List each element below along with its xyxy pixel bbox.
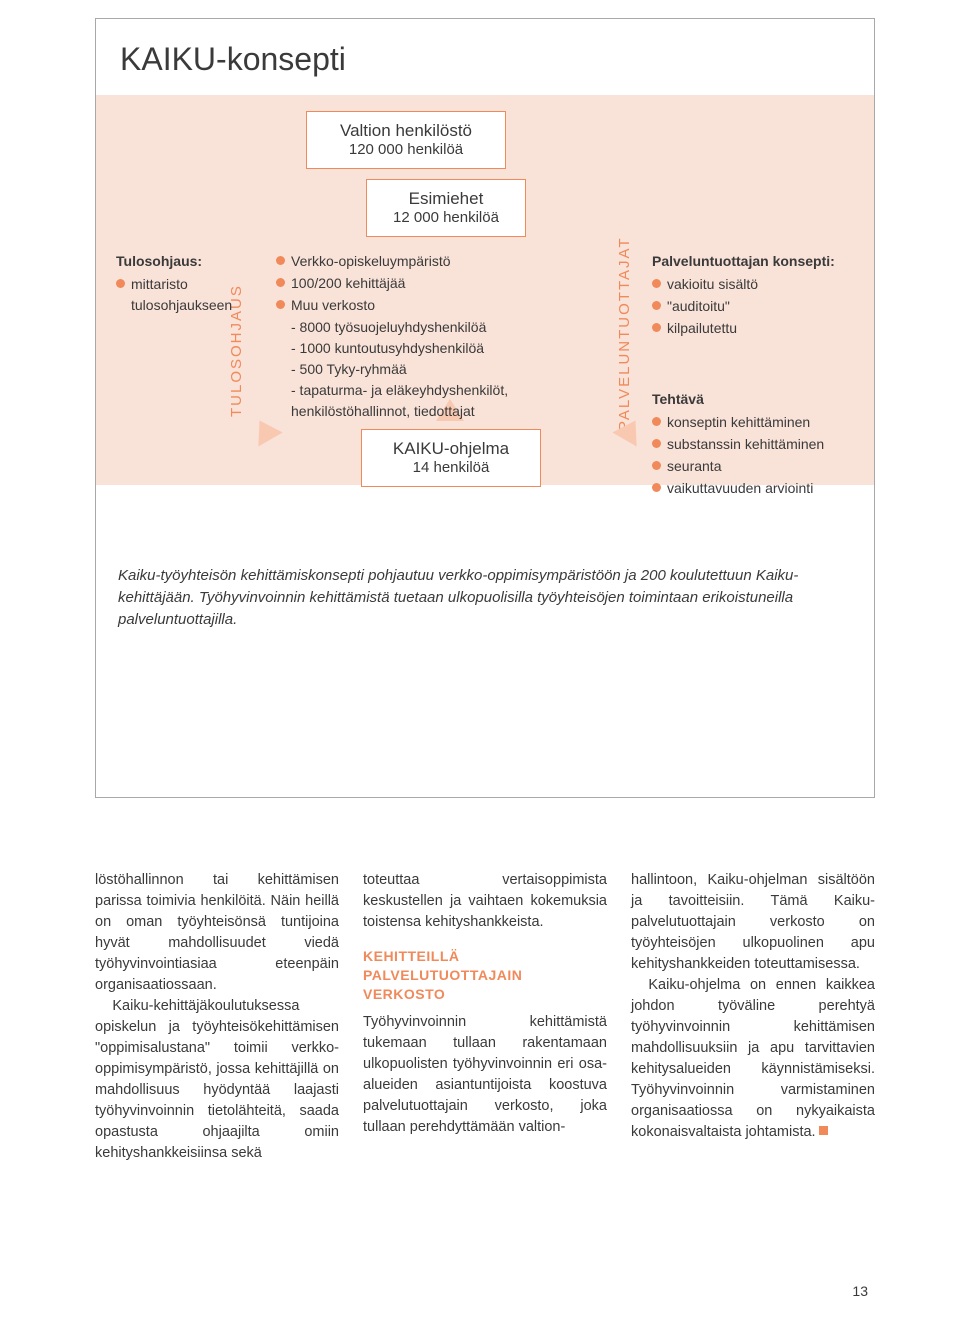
list-item: 100/200 kehittäjää <box>276 273 596 294</box>
list-item: Muu verkosto <box>276 295 596 316</box>
page-number: 13 <box>852 1283 868 1299</box>
column-tulosohjaus: Tulosohjaus: mittaristo tulosohjaukseen <box>116 251 228 317</box>
article-column-2: toteuttaa vertaisoppimista keskustellen … <box>363 870 607 1164</box>
list-item-label: Verkko-opiskeluympäristö <box>291 251 451 272</box>
column-heading: Tehtävä <box>652 389 864 410</box>
list-item-label: vaikuttavuuden arviointi <box>667 478 813 499</box>
column-heading: Palveluntuottajan konsepti: <box>652 251 857 272</box>
bullet-icon <box>116 279 125 288</box>
list-item-label: kilpailutettu <box>667 318 737 339</box>
bullet-icon <box>652 483 661 492</box>
list-item: vaikuttavuuden arviointi <box>652 478 864 499</box>
diagram-frame: KAIKU-konsepti Valtion henkilöstö 120 00… <box>95 18 875 798</box>
paragraph: hallintoon, Kaiku-ohjelman sisältöön ja … <box>631 870 875 975</box>
article-body: löstöhallinnon tai kehittämisen parissa … <box>95 870 875 1164</box>
box-subtitle: 12 000 henkilöä <box>373 209 519 228</box>
list-item: substanssin kehittäminen <box>652 434 864 455</box>
bullet-icon <box>652 439 661 448</box>
sub-item: - 8000 työsuojeluyhdyshenkilöä <box>276 317 596 338</box>
bullet-icon <box>652 323 661 332</box>
bullet-icon <box>652 279 661 288</box>
list-item-label: 100/200 kehittäjää <box>291 273 405 294</box>
paragraph-text: Kaiku-ohjelma on ennen kaikkea johdon ty… <box>631 977 875 1140</box>
diagram-title: KAIKU-konsepti <box>96 19 874 78</box>
list-item: seuranta <box>652 456 864 477</box>
bullet-icon <box>652 301 661 310</box>
box-title: Esimiehet <box>373 188 519 209</box>
bullet-icon <box>652 417 661 426</box>
list-item: konseptin kehittäminen <box>652 412 864 433</box>
paragraph: löstöhallinnon tai kehittämisen parissa … <box>95 870 339 996</box>
paragraph: toteuttaa vertaisoppimista keskustellen … <box>363 870 607 933</box>
end-marker-icon <box>819 1126 828 1135</box>
list-item-label: mittaristo tulosohjaukseen <box>131 274 232 316</box>
bullet-icon <box>276 278 285 287</box>
box-valtion-henkilosto: Valtion henkilöstö 120 000 henkilöä <box>306 111 506 169</box>
article-column-1: löstöhallinnon tai kehittämisen parissa … <box>95 870 339 1164</box>
paragraph: Työhyvinvoinnin kehittämistä tukemaan tu… <box>363 1012 607 1138</box>
column-heading: Tulosohjaus: <box>116 251 228 272</box>
section-heading: KEHITTEILLÄ PALVELUTUOTTAJAIN VERKOSTO <box>363 947 607 1004</box>
column-palveluntuottajan-konsepti: Palveluntuottajan konsepti: vakioitu sis… <box>652 251 857 340</box>
list-item: vakioitu sisältö <box>652 274 857 295</box>
list-item: kilpailutettu <box>652 318 857 339</box>
vertical-label-palveluntuottajat: PALVELUNTUOTTAJAT <box>616 251 633 431</box>
column-tehtava: Tehtävä konseptin kehittäminen substanss… <box>652 389 864 500</box>
list-item: Verkko-opiskeluympäristö <box>276 251 596 272</box>
box-subtitle: 14 henkilöä <box>368 459 534 478</box>
paragraph: Kaiku-kehittäjäkoulutuksessa opiskelun j… <box>95 996 339 1164</box>
box-kaiku-ohjelma: KAIKU-ohjelma 14 henkilöä <box>361 429 541 487</box>
box-esimiehet: Esimiehet 12 000 henkilöä <box>366 179 526 237</box>
list-item-label: Muu verkosto <box>291 295 375 316</box>
paragraph: Kaiku-ohjelma on ennen kaikkea johdon ty… <box>631 975 875 1143</box>
sub-item: - tapaturma- ja eläkeyhdyshenkilöt, henk… <box>276 380 596 422</box>
list-item-label: vakioitu sisältö <box>667 274 758 295</box>
bullet-icon <box>276 256 285 265</box>
list-item-label: "auditoitu" <box>667 296 730 317</box>
column-verkosto: Verkko-opiskeluympäristö 100/200 kehittä… <box>276 251 596 422</box>
list-item: "auditoitu" <box>652 296 857 317</box>
bullet-icon <box>276 300 285 309</box>
sub-item: - 500 Tyky-ryhmää <box>276 359 596 380</box>
diagram-caption: Kaiku-työyhteisön kehittämiskonsepti poh… <box>118 565 848 630</box>
sub-item: - 1000 kuntoutusyhdyshenkilöä <box>276 338 596 359</box>
box-subtitle: 120 000 henkilöä <box>313 141 499 160</box>
list-item-label: substanssin kehittäminen <box>667 434 824 455</box>
list-item: mittaristo tulosohjaukseen <box>116 274 228 316</box>
box-title: KAIKU-ohjelma <box>368 438 534 459</box>
list-item-label: seuranta <box>667 456 721 477</box>
article-column-3: hallintoon, Kaiku-ohjelman sisältöön ja … <box>631 870 875 1164</box>
list-item-label: konseptin kehittäminen <box>667 412 810 433</box>
box-title: Valtion henkilöstö <box>313 120 499 141</box>
bullet-icon <box>652 461 661 470</box>
